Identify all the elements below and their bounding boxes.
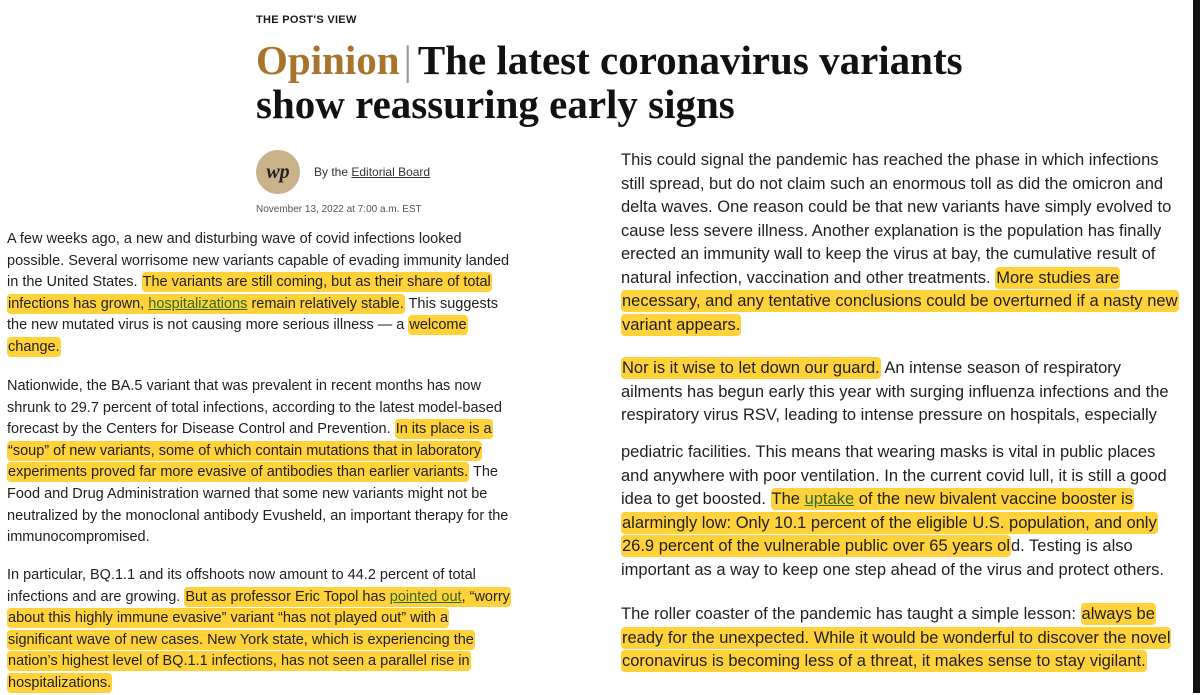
highlight-text: remain relatively stable. (251, 295, 404, 312)
text: d. Testing is also important as a way to… (621, 537, 1164, 579)
byline-text: By the Editorial Board (314, 165, 430, 179)
left-paragraph-3: In particular, BQ.1.1 and its offshoots … (7, 565, 512, 695)
headline-title: The latest coronavirus variants show rea… (256, 37, 963, 127)
text: The roller coaster of the pandemic has t… (621, 605, 1076, 623)
byline: wp By the Editorial Board (256, 150, 430, 194)
highlight-text: , “worry about this highly immune evasiv… (8, 588, 510, 691)
right-paragraph-2: Nor is it wise to let down our guard. An… (621, 357, 1181, 428)
publish-date: November 13, 2022 at 7:00 a.m. EST (256, 204, 422, 215)
highlight-text: The variants are still coming, but as th… (8, 274, 491, 312)
text: In particular, BQ.1.1 and its offshoots … (7, 567, 476, 605)
right-edge-divider (1193, 0, 1200, 693)
highlight-text: of the new bivalent vaccine booster is a… (622, 490, 1157, 555)
wp-logo: wp (256, 150, 300, 194)
text: An intense season of respiratory ailment… (621, 359, 1169, 424)
byline-prefix: By the (314, 165, 349, 179)
author-link[interactable]: Editorial Board (351, 165, 431, 179)
kicker: THE POST'S VIEW (256, 14, 357, 26)
text: This could signal the pandemic has reach… (621, 151, 1172, 287)
left-paragraph-1: A few weeks ago, a new and disturbing wa… (7, 229, 512, 359)
right-paragraph-1: This could signal the pandemic has reach… (621, 149, 1181, 337)
right-paragraph-4: The roller coaster of the pandemic has t… (621, 603, 1181, 674)
highlight-text: The (771, 490, 800, 508)
uptake-link[interactable]: uptake (804, 490, 855, 508)
text: Nationwide, the BA.5 variant that was pr… (7, 378, 502, 438)
hospitalizations-link[interactable]: hospitalizations (148, 295, 248, 312)
section-label[interactable]: Opinion (256, 37, 400, 83)
text: pediatric facilities. This means that we… (621, 443, 1167, 508)
right-paragraph-3: pediatric facilities. This means that we… (621, 441, 1181, 582)
headline-separator: | (403, 37, 412, 83)
text: A few weeks ago, a new and disturbing wa… (7, 231, 510, 291)
highlight: Nor is it wise to let down our guard. (621, 357, 881, 379)
highlight-text: But as professor Eric Topol has (185, 588, 386, 605)
text: The Food and Drug Administration warned … (7, 464, 509, 546)
text: This suggests the new mutated virus is n… (7, 295, 499, 334)
pointed-out-link[interactable]: pointed out (389, 588, 462, 605)
headline: Opinion| The latest coronavirus variants … (256, 38, 1056, 126)
left-paragraph-2: Nationwide, the BA.5 variant that was pr… (7, 376, 512, 549)
